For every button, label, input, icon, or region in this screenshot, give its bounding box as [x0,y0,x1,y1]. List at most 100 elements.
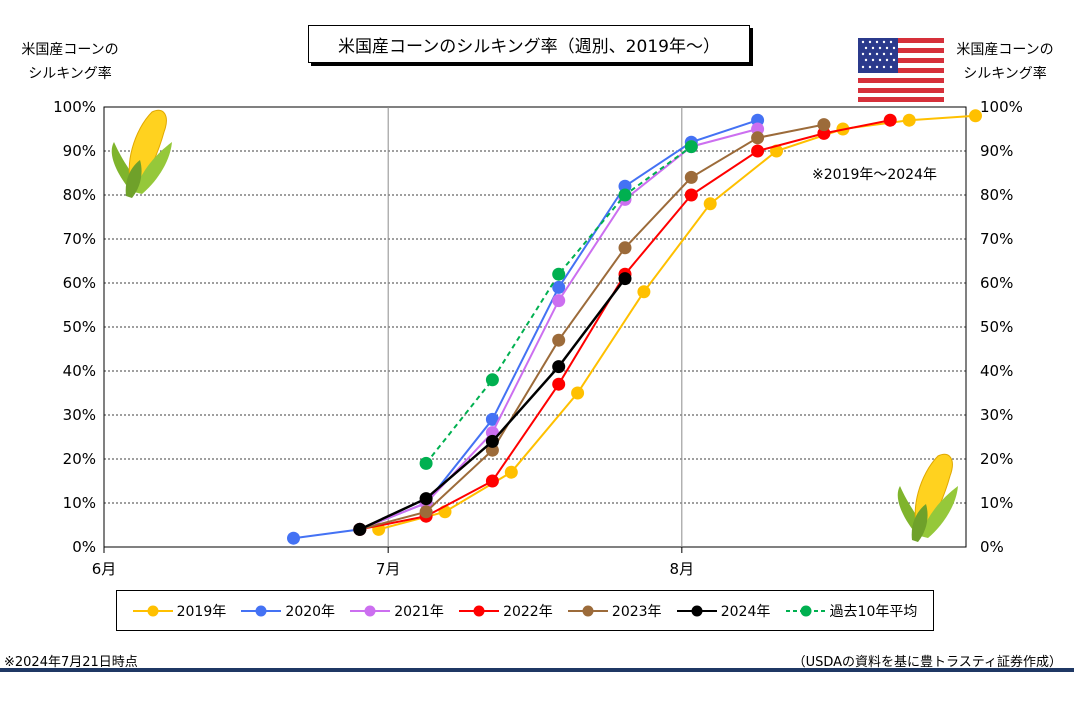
y-tick-label-left: 80% [63,186,96,204]
y-tick-label-right: 80% [980,186,1013,204]
series-line [359,123,825,531]
legend-swatch-marker [691,605,703,616]
legend-item: 2020年 [241,601,335,621]
legend-item: 2021年 [350,601,444,621]
legend-swatch [350,605,391,616]
right-axis-title-line2: シルキング率 [963,66,1047,82]
legend-item: 過去10年平均 [785,601,918,621]
x-tick-label: 6月 [92,560,117,578]
y-tick-label-left: 100% [53,98,96,116]
y-tick-label-left: 30% [63,406,96,424]
y-tick-label-left: 20% [63,450,96,468]
x-tick-label: 8月 [670,560,695,578]
y-tick-label-right: 50% [980,318,1013,336]
legend-swatch [132,605,173,616]
left-axis-title-line1: 米国産コーンの [21,42,119,58]
tick-labels: 0% 0% 10% 10% 20% 20% 30% 30% 40% 40% 50% 50% 60% 60%… [53,98,1023,578]
y-tick-label-right: 90% [980,142,1013,160]
legend-item: 2024年 [676,601,771,621]
series-6 [353,272,632,536]
left-axis-title: 米国産コーンの シルキング率 [6,38,134,86]
legend-swatch [785,605,826,616]
data-point [552,267,566,281]
data-point [552,333,566,347]
data-point [902,113,916,127]
left-axis-title-line2: シルキング率 [28,66,112,82]
legend-swatch-marker [255,605,267,616]
data-point [684,188,698,202]
corn-husk-front [125,160,142,198]
corn-husk-right [920,486,958,538]
y-tick-label-right: 0% [980,538,1004,556]
grid [103,106,967,553]
y-tick-label-left: 40% [63,362,96,380]
as-of-footnote: ※2024年7月21日時点 [4,655,138,670]
data-point [419,505,433,519]
data-point [969,109,982,123]
legend-label: 過去10年平均 [829,603,918,620]
data-point [504,465,518,479]
legend: 2019年 2020年 2021年 2022年 2023年 2024年 過去10年平均 [116,590,934,631]
y-tick-label-left: 70% [63,230,96,248]
y-tick-label-left: 50% [63,318,96,336]
x-tick-label: 7月 [376,560,401,578]
us-flag-icon [858,38,944,102]
data-point [703,197,717,211]
legend-label: 2022年 [503,603,553,620]
corn-icon-bottom-right [897,453,958,542]
legend-swatch-marker [473,605,485,616]
data-point [751,144,765,158]
right-axis-title: 米国産コーンの シルキング率 [940,38,1070,86]
y-tick-label-right: 100% [980,98,1023,116]
data-point [552,360,566,374]
data-point [552,280,566,294]
data-point [419,456,433,470]
data-point [637,285,651,299]
data-point [684,170,698,184]
y-tick-label-right: 70% [980,230,1013,248]
corn-icon-top-left [111,109,172,198]
legend-swatch-marker [147,605,159,616]
legend-label: 2019年 [176,603,227,620]
period-annotation: ※2019年～2024年 [812,167,937,183]
series-7 [419,140,698,470]
series-line [359,128,758,531]
data-point [817,118,831,132]
data-point [883,113,897,127]
y-tick-label-right: 40% [980,362,1013,380]
data-point [485,474,499,488]
corn-husk-front [911,504,928,542]
y-tick-label-right: 10% [980,494,1013,512]
legend-label: 2023年 [611,603,662,620]
series-layer [287,109,982,545]
legend-swatch-marker [582,605,594,616]
legend-label: 2024年 [720,603,771,620]
series-1 [372,109,982,536]
series-line [425,145,692,465]
data-point [419,492,433,506]
corn-husk-right [134,142,172,194]
y-tick-label-right: 20% [980,450,1013,468]
legend-swatch [676,605,717,616]
data-point [618,241,632,255]
legend-label: 2021年 [394,603,444,620]
y-tick-label-left: 10% [63,494,96,512]
data-point [552,377,566,391]
legend-item: 2023年 [567,601,662,621]
source-footnote: （USDAの資料を基に豊トラスティ証券作成） [792,655,1062,670]
data-point [751,131,765,145]
data-point [571,386,585,400]
data-point [618,188,632,202]
legend-item: 2019年 [132,601,227,621]
bottom-rule [0,668,1074,672]
series-line [359,277,626,531]
legend-swatch [567,605,608,616]
data-point [684,140,698,154]
legend-swatch [241,605,282,616]
y-tick-label-left: 90% [63,142,96,160]
data-point [353,522,367,536]
legend-item: 2022年 [459,601,553,621]
legend-swatch-marker [800,605,812,616]
y-tick-label-right: 30% [980,406,1013,424]
